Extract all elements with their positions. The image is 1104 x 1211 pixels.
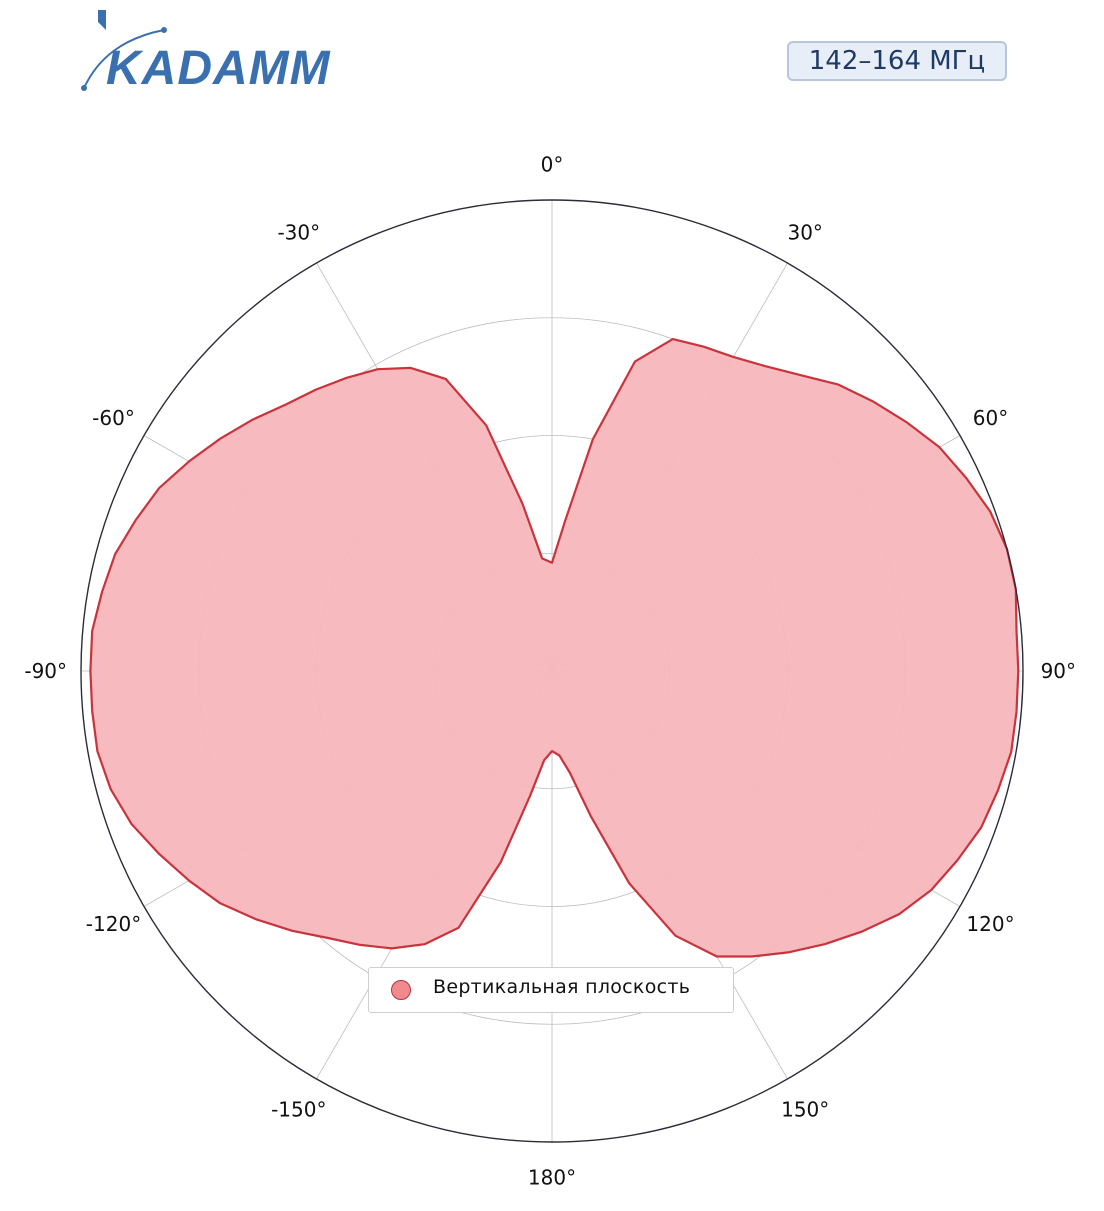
logo-dot-b — [161, 27, 167, 33]
frequency-band-badge: 142–164 МГц — [787, 41, 1007, 81]
angle-tick-label: 180° — [528, 1165, 576, 1189]
angle-tick-label: 90° — [1041, 659, 1076, 683]
angle-tick-label: 0° — [541, 153, 564, 177]
logo-flag — [98, 10, 106, 30]
angle-tick-label: -150° — [271, 1098, 326, 1122]
polar-frame — [80, 199, 1024, 1143]
angle-tick-label: -90° — [24, 659, 67, 683]
legend-label: Вертикальная плоскость — [433, 976, 691, 998]
angle-labels: 0° 30° 60° 90° 120° 150° 180° -150° -120° -90° -60… — [24, 153, 1076, 1190]
angle-tick-label: -30° — [277, 221, 320, 245]
legend-marker — [391, 980, 411, 1000]
logo-wordmark: KADAMM — [106, 42, 331, 94]
angle-tick-label: 150° — [781, 1098, 829, 1122]
angle-tick-label: -120° — [86, 912, 141, 936]
logo-dot-a — [81, 85, 87, 91]
angle-tick-label: 120° — [966, 912, 1014, 936]
pattern-layer — [89, 338, 1020, 958]
kadamm-logo: KADAMM — [81, 10, 331, 94]
angle-tick-label: -60° — [92, 406, 135, 430]
angle-tick-label: 60° — [973, 406, 1008, 430]
outer-ring — [80, 199, 1024, 1143]
angle-tick-label: 30° — [787, 221, 822, 245]
logo-swoosh — [83, 29, 165, 89]
chart-legend: Вертикальная плоскость — [368, 967, 734, 1013]
pattern-area — [89, 338, 1020, 958]
